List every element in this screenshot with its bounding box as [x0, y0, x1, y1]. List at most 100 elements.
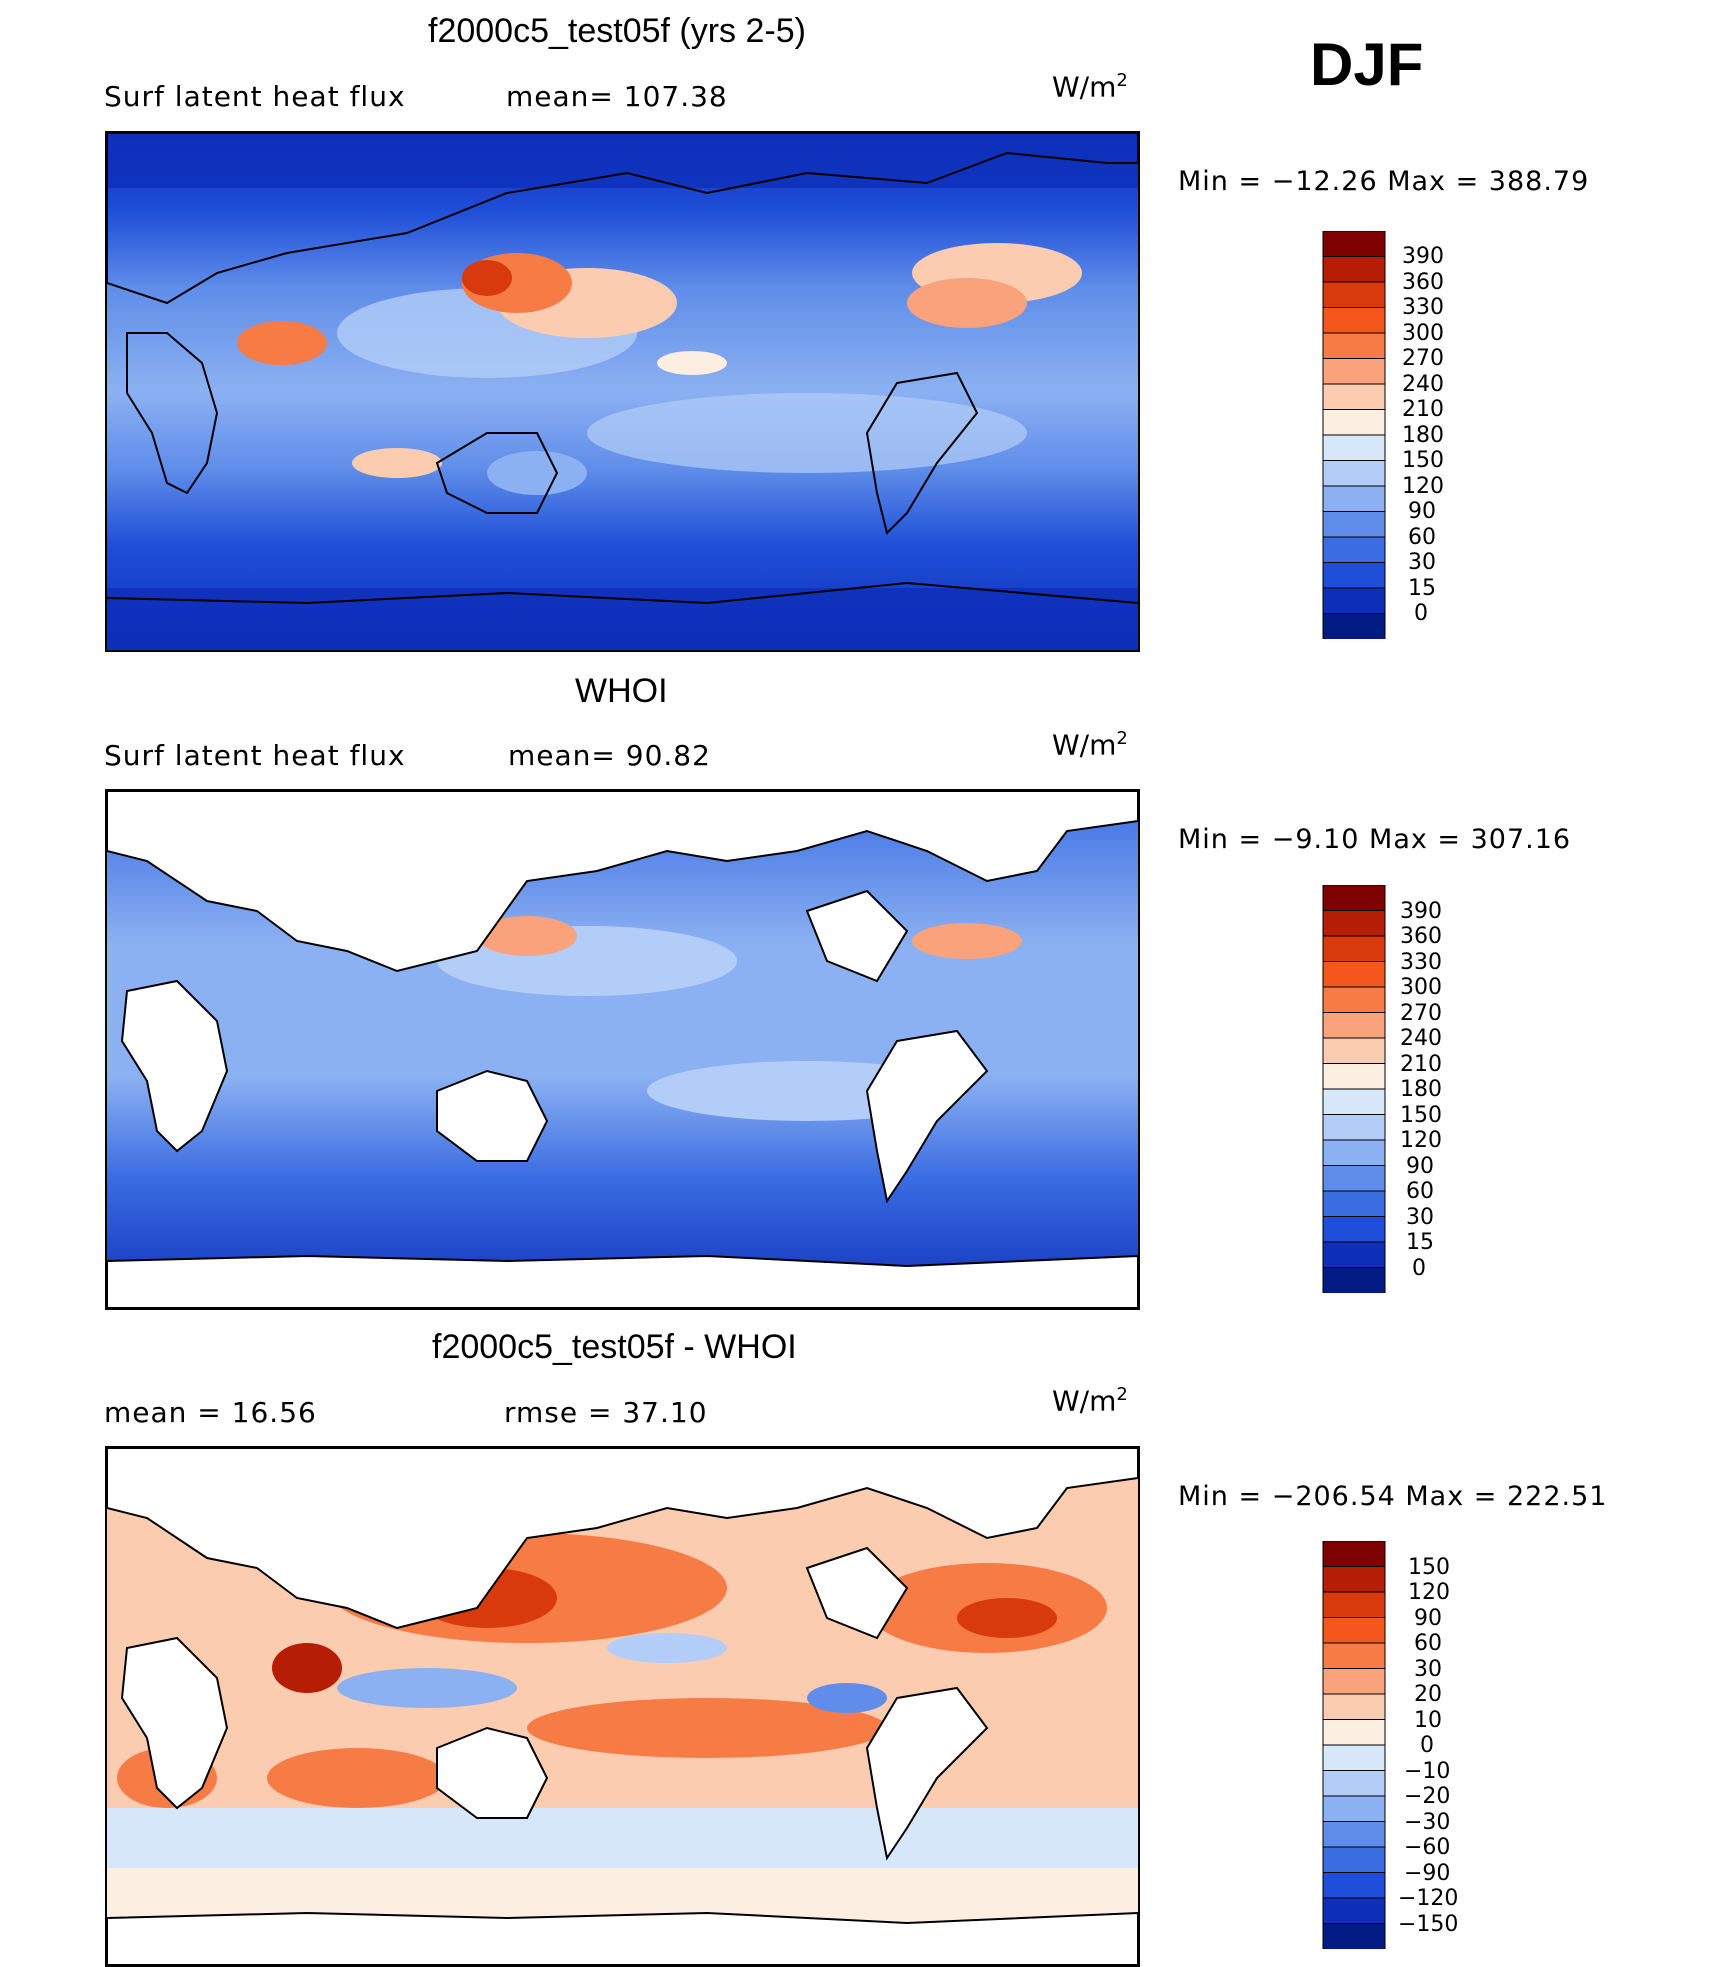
panel2-colorbar-swatches	[1322, 884, 1386, 1294]
panel3-cbar-label: 120	[1408, 1580, 1450, 1605]
colorbar-swatch	[1322, 910, 1386, 937]
panel3-minmax: Min = −206.54 Max = 222.51	[1178, 1481, 1608, 1512]
panel3-map-field	[107, 1448, 1138, 1965]
colorbar-swatch	[1322, 587, 1386, 615]
colorbar-swatch	[1322, 1897, 1386, 1925]
season-label: DJF	[1310, 31, 1424, 98]
panel1-cbar-label: 0	[1414, 601, 1428, 626]
colorbar-swatch	[1322, 332, 1386, 360]
colorbar-swatch	[1322, 613, 1386, 640]
colorbar-swatch	[1322, 358, 1386, 385]
panel1-cbar-label: 180	[1402, 423, 1444, 448]
colorbar-swatch	[1322, 1114, 1386, 1141]
panel2-units: W/m2	[1052, 728, 1128, 762]
colorbar-swatch	[1322, 485, 1386, 513]
colorbar-swatch	[1322, 1642, 1386, 1670]
panel1-cbar-label: 120	[1402, 474, 1444, 499]
panel3-cbar-label: −90	[1404, 1861, 1451, 1886]
panel1-cbar-label: 15	[1408, 576, 1436, 601]
panel2-cbar-label: 150	[1400, 1103, 1442, 1128]
panel3-cbar-label: −150	[1398, 1912, 1459, 1937]
panel1-colorbar	[1322, 230, 1386, 640]
panel1-cbar-label: 270	[1402, 346, 1444, 371]
panel1-title: f2000c5_test05f (yrs 2-5)	[428, 12, 806, 50]
colorbar-swatch	[1322, 307, 1386, 334]
panel1-map	[105, 131, 1140, 652]
panel2-cbar-label: 90	[1406, 1154, 1434, 1179]
colorbar-swatch	[1322, 1190, 1386, 1218]
panel1-cbar-label: 240	[1402, 372, 1444, 397]
panel1-cbar-label: 30	[1408, 550, 1436, 575]
colorbar-swatch	[1322, 256, 1386, 283]
colorbar-swatch	[1322, 511, 1386, 538]
colorbar-swatch	[1322, 1668, 1386, 1695]
panel2-cbar-label: 330	[1400, 950, 1442, 975]
colorbar-swatch	[1322, 460, 1386, 487]
panel3-map	[105, 1446, 1140, 1967]
colorbar-swatch	[1322, 383, 1386, 411]
colorbar-swatch	[1322, 884, 1386, 912]
panel1-cbar-label: 330	[1402, 295, 1444, 320]
colorbar-swatch	[1322, 1139, 1386, 1167]
panel2-title: WHOI	[575, 672, 668, 710]
panel3-colorbar-swatches	[1322, 1540, 1386, 1950]
colorbar-swatch	[1322, 1744, 1386, 1772]
panel3-cbar-label: −10	[1404, 1759, 1451, 1784]
panel3-cbar-label: 20	[1414, 1682, 1442, 1707]
panel1-cbar-label: 90	[1408, 499, 1436, 524]
panel1-units: W/m2	[1052, 70, 1128, 104]
panel2-mean-label: mean= 90.82	[508, 739, 711, 772]
panel2-variable-label: Surf latent heat flux	[104, 739, 406, 772]
colorbar-swatch	[1322, 1591, 1386, 1619]
panel3-units: W/m2	[1052, 1384, 1128, 1418]
panel1-variable-label: Surf latent heat flux	[104, 80, 406, 113]
panel3-cbar-label: 10	[1414, 1708, 1442, 1733]
colorbar-swatch	[1322, 1872, 1386, 1899]
colorbar-swatch	[1322, 409, 1386, 436]
colorbar-swatch	[1322, 1719, 1386, 1746]
panel2-minmax: Min = −9.10 Max = 307.16	[1178, 824, 1572, 855]
panel3-cbar-label: 90	[1414, 1606, 1442, 1631]
panel2-cbar-label: 0	[1412, 1256, 1426, 1281]
panel2-colorbar	[1322, 884, 1386, 1294]
panel3-cbar-label: 0	[1420, 1733, 1434, 1758]
colorbar-swatch	[1322, 1923, 1386, 1950]
panel3-cbar-label: 150	[1408, 1555, 1450, 1580]
colorbar-swatch	[1322, 1566, 1386, 1593]
panel2-cbar-label: 120	[1400, 1128, 1442, 1153]
colorbar-swatch	[1322, 1165, 1386, 1192]
colorbar-swatch	[1322, 1795, 1386, 1823]
panel1-map-field	[107, 133, 1138, 650]
panel2-cbar-label: 300	[1400, 975, 1442, 1000]
panel3-cbar-label: −20	[1404, 1784, 1451, 1809]
panel2-cbar-label: 210	[1400, 1052, 1442, 1077]
colorbar-swatch	[1322, 434, 1386, 462]
colorbar-swatch	[1322, 1216, 1386, 1243]
panel2-cbar-label: 270	[1400, 1001, 1442, 1026]
colorbar-swatch	[1322, 1267, 1386, 1294]
panel3-cbar-label: 30	[1414, 1657, 1442, 1682]
colorbar-swatch	[1322, 1617, 1386, 1644]
panel1-mean-label: mean= 107.38	[506, 80, 728, 113]
panel2-cbar-label: 360	[1400, 924, 1442, 949]
panel3-cbar-label: −120	[1398, 1886, 1459, 1911]
panel3-cbar-label: −60	[1404, 1835, 1451, 1860]
panel1-cbar-label: 210	[1402, 397, 1444, 422]
panel1-cbar-label: 360	[1402, 270, 1444, 295]
panel3-title: f2000c5_test05f - WHOI	[432, 1328, 797, 1366]
colorbar-swatch	[1322, 1012, 1386, 1039]
colorbar-swatch	[1322, 230, 1386, 258]
panel2-map-field	[107, 791, 1138, 1308]
colorbar-swatch	[1322, 1241, 1386, 1269]
panel3-mean-label: mean = 16.56	[104, 1396, 317, 1429]
panel2-cbar-label: 15	[1406, 1230, 1434, 1255]
panel1-cbar-label: 300	[1402, 321, 1444, 346]
colorbar-swatch	[1322, 562, 1386, 589]
panel3-colorbar	[1322, 1540, 1386, 1950]
colorbar-swatch	[1322, 961, 1386, 988]
colorbar-swatch	[1322, 1037, 1386, 1065]
colorbar-swatch	[1322, 1088, 1386, 1116]
colorbar-swatch	[1322, 986, 1386, 1014]
colorbar-swatch	[1322, 1063, 1386, 1090]
panel2-cbar-label: 390	[1400, 899, 1442, 924]
